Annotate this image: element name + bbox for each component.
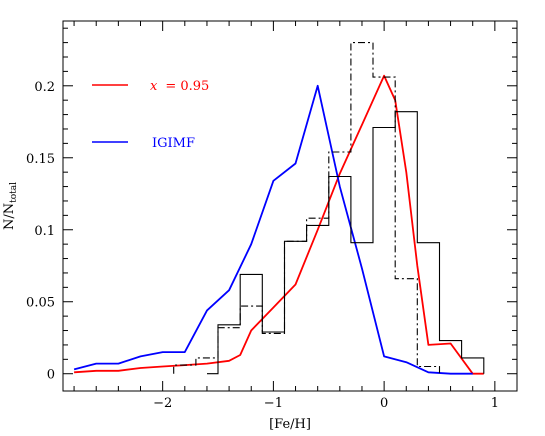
legend-label-red-var: x [150, 79, 158, 94]
x-axis-title: [Fe/H] [269, 417, 311, 432]
axis-ticks [63, 21, 517, 391]
y-tick-label: 0.15 [26, 152, 55, 167]
y-tick-label: 0 [47, 368, 55, 383]
series-histogram-3 [173, 42, 441, 374]
x-tick-label: −2 [153, 396, 172, 411]
legend-label-red-rest: = 0.95 [165, 79, 209, 94]
series-line-1 [73, 84, 473, 375]
y-tick-label: 0.1 [34, 224, 55, 239]
legend: x = 0.95 IGIMF [92, 79, 209, 151]
y-axis-title-main: N/N [2, 203, 17, 230]
svg-text:N/Ntotal: N/Ntotal [2, 182, 19, 230]
y-axis-title-sub: total [9, 182, 19, 203]
plot-frame [62, 20, 518, 392]
series-histogram-2 [207, 111, 485, 375]
legend-label-red: x = 0.95 [150, 79, 209, 94]
y-tick-label: 0.05 [26, 296, 55, 311]
tick-labels: −2 −1 0 1 0 0.05 0.1 0.15 0.2 [26, 80, 499, 411]
plot-area [73, 42, 485, 375]
y-axis-title: N/Ntotal [2, 182, 19, 230]
x-tick-label: 1 [491, 396, 499, 411]
x-tick-label: 0 [380, 396, 388, 411]
x-tick-label: −1 [264, 396, 283, 411]
series-line-0 [74, 74, 484, 375]
legend-label-blue: IGIMF [152, 136, 195, 151]
y-tick-label: 0.2 [34, 80, 55, 95]
